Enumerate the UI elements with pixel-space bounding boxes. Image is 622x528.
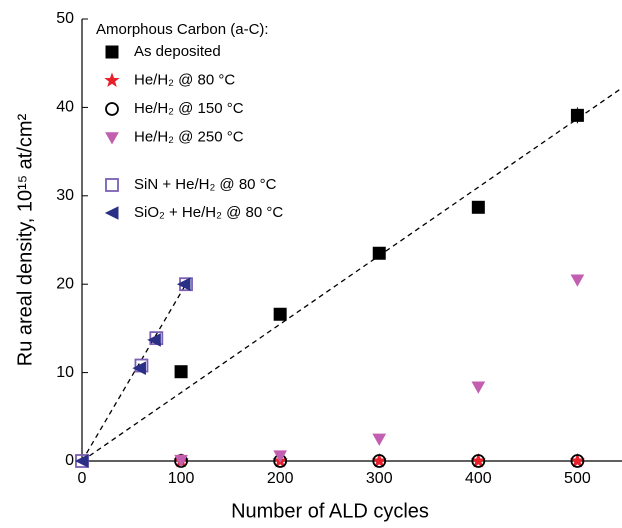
- marker-triangle-left: [176, 277, 191, 292]
- marker-circle: [372, 454, 387, 468]
- x-axis-label: Number of ALD cycles: [231, 500, 429, 522]
- marker-circle: [570, 454, 585, 468]
- x-tick-label: 500: [564, 470, 591, 487]
- marker-circle: [471, 454, 486, 468]
- fit-line: [81, 87, 622, 462]
- legend-label: He/H₂ @ 150 °C: [134, 100, 244, 117]
- x-tick-label: 300: [366, 470, 393, 487]
- marker-triangle-down: [372, 433, 387, 446]
- marker-triangle-down: [471, 381, 486, 394]
- y-tick-label: 50: [56, 10, 74, 27]
- marker-triangle-left: [132, 361, 146, 375]
- marker-triangle-left: [74, 454, 89, 468]
- legend-title: Amorphous Carbon (a-C):: [96, 21, 269, 38]
- legend-label: SiO₂ + He/H₂ @ 80 °C: [134, 204, 283, 221]
- marker-square: [273, 307, 287, 321]
- y-tick-label: 40: [56, 99, 74, 116]
- marker-square: [174, 365, 188, 379]
- y-tick-label: 30: [56, 187, 74, 204]
- legend-label: SiN + He/H₂ @ 80 °C: [134, 176, 277, 193]
- marker-square: [105, 178, 119, 192]
- y-tick-label: 10: [56, 364, 74, 381]
- marker-square: [570, 108, 584, 122]
- x-tick-label: 100: [168, 470, 195, 487]
- marker-triangle-down: [273, 450, 288, 463]
- marker-triangle-down: [105, 132, 119, 145]
- marker-square: [471, 200, 485, 214]
- marker-triangle-left: [147, 333, 161, 347]
- marker-circle: [105, 102, 119, 116]
- y-axis-label: Ru areal density, 10¹⁵ at/cm²: [14, 113, 36, 366]
- marker-triangle-left: [104, 206, 119, 220]
- y-tick-label: 20: [56, 275, 74, 292]
- marker-triangle-down: [570, 274, 585, 287]
- legend-label: He/H₂ @ 80 °C: [134, 71, 235, 88]
- marker-square: [372, 246, 386, 260]
- x-tick-label: 200: [267, 470, 294, 487]
- y-tick-label: 0: [65, 452, 74, 469]
- x-tick-label: 400: [465, 470, 492, 487]
- legend-label: As deposited: [134, 43, 221, 60]
- legend-label: He/H₂ @ 250 °C: [134, 128, 244, 145]
- marker-square: [105, 45, 119, 59]
- marker-star: [104, 72, 120, 88]
- x-tick-label: 0: [78, 470, 87, 487]
- marker-triangle-down: [174, 454, 188, 468]
